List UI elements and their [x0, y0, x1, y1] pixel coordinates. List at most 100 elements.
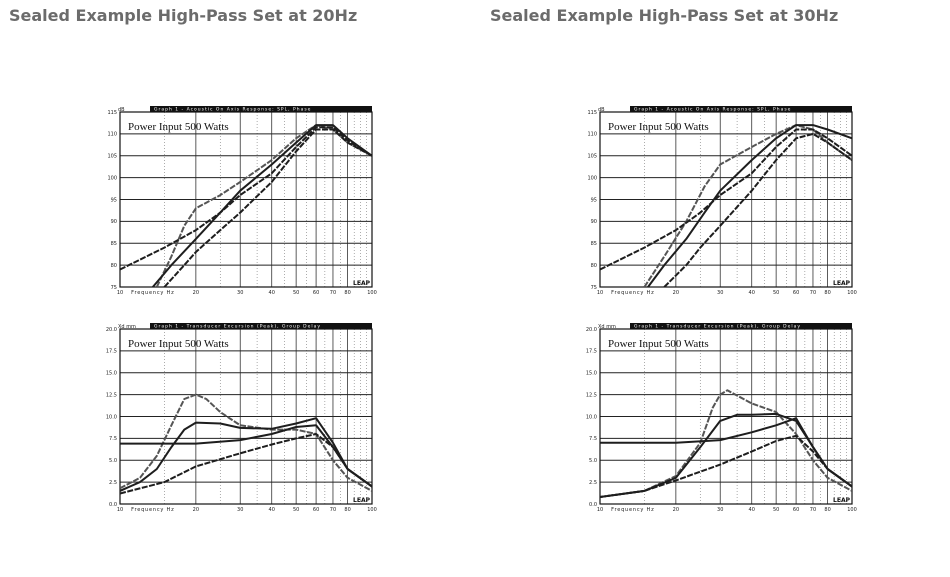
x-tick-label: 70	[810, 507, 816, 513]
x-tick-label: 50	[773, 507, 779, 513]
x-tick-label: 80	[344, 507, 350, 513]
x-tick-label: 100	[367, 290, 377, 296]
series-3-line	[647, 124, 852, 287]
series-1-line	[643, 124, 852, 287]
series-4-line	[600, 128, 852, 271]
y-tick-label: 15.0	[586, 371, 597, 377]
y-axis-unit: Xd mm	[118, 324, 136, 330]
y-tick-label: 100	[107, 175, 117, 181]
x-tick-label: 60	[793, 290, 799, 296]
series-1-line	[600, 389, 852, 498]
x-tick-label: 80	[344, 290, 350, 296]
y-tick-label: 0.0	[109, 502, 117, 508]
x-tick-label: 100	[847, 507, 857, 513]
x-tick-label: 80	[824, 290, 830, 296]
y-tick-label: 12.5	[106, 392, 117, 398]
series-2-line	[163, 128, 372, 287]
y-tick-label: 75	[111, 285, 117, 291]
spl-chart-right: Graph 1 - Acoustic On Axis Response: SPL…	[587, 106, 857, 296]
y-axis-unit: Xd mm	[598, 324, 616, 330]
y-tick-label: 90	[591, 219, 597, 225]
y-tick-label: 110	[587, 132, 597, 138]
x-tick-label: 40	[269, 290, 275, 296]
x-tick-label: 40	[749, 290, 755, 296]
series-4-line	[600, 434, 852, 498]
x-tick-label: 60	[313, 290, 319, 296]
y-tick-label: 20.0	[586, 327, 597, 333]
series-2-line	[663, 132, 852, 287]
y-axis-unit: dB	[118, 107, 125, 113]
x-tick-label: 80	[824, 507, 830, 513]
x-tick-label: 50	[293, 507, 299, 513]
y-tick-label: 100	[587, 175, 597, 181]
y-tick-label: 7.5	[109, 436, 117, 442]
y-tick-label: 10.0	[106, 414, 117, 420]
x-tick-label: 100	[847, 290, 857, 296]
x-axis-label: Frequency Hz	[611, 290, 654, 296]
series-1-line	[155, 124, 372, 287]
x-tick-label: 60	[793, 507, 799, 513]
x-tick-label: 70	[330, 507, 336, 513]
leap-logo: LEAP	[353, 280, 371, 287]
power-annotation: Power Input 500 Watts	[128, 338, 229, 350]
power-annotation: Power Input 500 Watts	[608, 338, 709, 350]
excursion-chart-right: Graph 1 - Transducer Excursion (Peak), G…	[586, 323, 857, 513]
x-tick-label: 10	[117, 290, 123, 296]
chart-header: Graph 1 - Transducer Excursion (Peak), G…	[154, 323, 321, 329]
spl-chart-left: Graph 1 - Acoustic On Axis Response: SPL…	[107, 106, 377, 296]
y-tick-label: 85	[111, 241, 117, 247]
leap-logo: LEAP	[833, 280, 851, 287]
y-tick-label: 95	[111, 197, 117, 203]
y-tick-label: 115	[587, 110, 597, 116]
x-axis-label: Frequency Hz	[131, 290, 174, 296]
chart-header: Graph 1 - Transducer Excursion (Peak), G…	[634, 323, 801, 329]
y-tick-label: 2.5	[589, 480, 597, 486]
x-tick-label: 40	[269, 507, 275, 513]
x-tick-label: 20	[193, 290, 199, 296]
chart-header: Graph 1 - Acoustic On Axis Response: SPL…	[634, 106, 791, 112]
x-tick-label: 60	[313, 507, 319, 513]
x-tick-label: 20	[673, 507, 679, 513]
x-tick-label: 30	[717, 290, 723, 296]
y-tick-label: 5.0	[109, 458, 117, 464]
y-tick-label: 115	[107, 110, 117, 116]
y-tick-label: 20.0	[106, 327, 117, 333]
y-tick-label: 17.5	[106, 349, 117, 355]
x-tick-label: 20	[193, 507, 199, 513]
excursion-chart-left: Graph 1 - Transducer Excursion (Peak), G…	[106, 323, 377, 513]
y-tick-label: 75	[591, 285, 597, 291]
y-tick-label: 15.0	[106, 371, 117, 377]
y-tick-label: 80	[111, 263, 117, 269]
y-tick-label: 85	[591, 241, 597, 247]
series-2-line	[600, 412, 852, 498]
x-tick-label: 50	[773, 290, 779, 296]
leap-logo: LEAP	[353, 497, 371, 504]
power-annotation: Power Input 500 Watts	[608, 121, 709, 133]
y-tick-label: 5.0	[589, 458, 597, 464]
y-tick-label: 17.5	[586, 349, 597, 355]
y-tick-label: 90	[111, 219, 117, 225]
x-tick-label: 40	[749, 507, 755, 513]
series-4-line	[120, 433, 372, 495]
x-tick-label: 10	[597, 507, 603, 513]
series-4-line	[120, 126, 372, 271]
y-tick-label: 110	[107, 132, 117, 138]
y-axis-unit: dB	[598, 107, 605, 113]
x-axis-label: Frequency Hz	[611, 507, 654, 513]
x-axis-label: Frequency Hz	[131, 507, 174, 513]
x-tick-label: 20	[673, 290, 679, 296]
x-tick-label: 70	[330, 290, 336, 296]
y-tick-label: 105	[587, 154, 597, 160]
y-tick-label: 2.5	[109, 480, 117, 486]
x-tick-label: 10	[597, 290, 603, 296]
y-tick-label: 95	[591, 197, 597, 203]
x-tick-label: 100	[367, 507, 377, 513]
x-tick-label: 30	[237, 290, 243, 296]
y-tick-label: 7.5	[589, 436, 597, 442]
x-tick-label: 70	[810, 290, 816, 296]
chart-title-left: Sealed Example High-Pass Set at 20Hz	[9, 6, 358, 25]
x-tick-label: 50	[293, 290, 299, 296]
chart-header: Graph 1 - Acoustic On Axis Response: SPL…	[154, 106, 311, 112]
y-tick-label: 80	[591, 263, 597, 269]
x-tick-label: 30	[717, 507, 723, 513]
